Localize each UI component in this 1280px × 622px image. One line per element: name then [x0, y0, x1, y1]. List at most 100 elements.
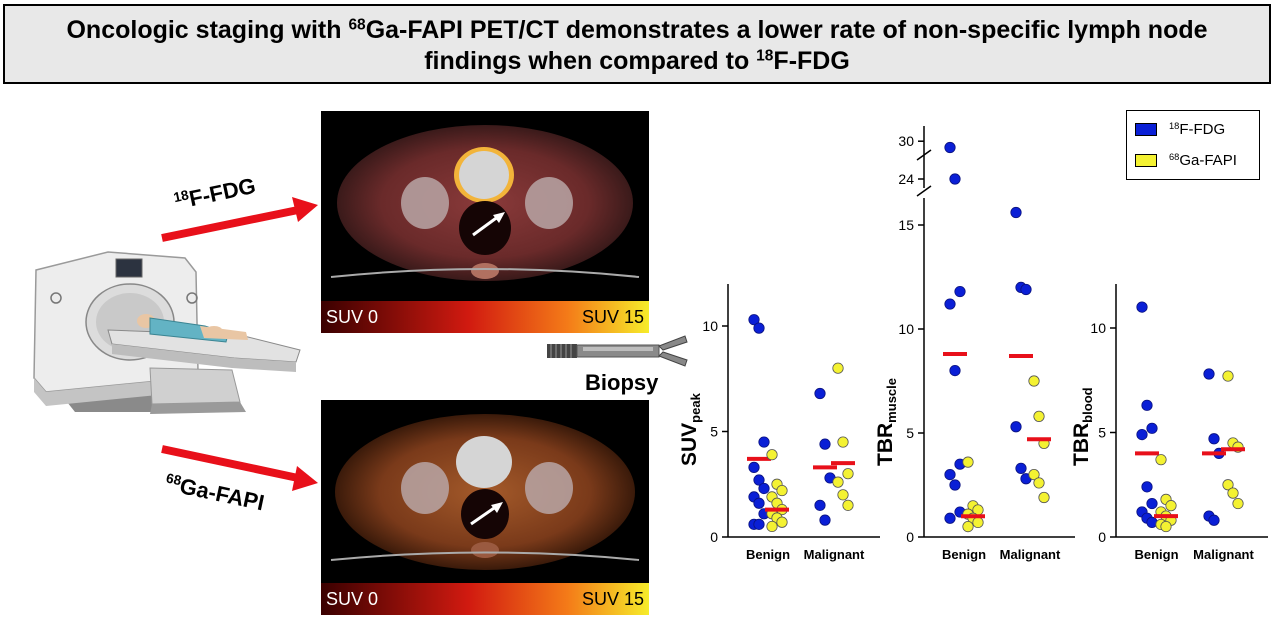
chart1-data-point — [776, 516, 788, 528]
chart2-axis-break-mark-1 — [916, 185, 932, 197]
fapi-pet-ct-scan: SUV 0 SUV 15 — [321, 400, 649, 622]
chart1-data-point — [766, 449, 778, 461]
chart3-category-label: Benign — [1134, 547, 1178, 562]
chart3-y-tick-label: 0 — [1098, 529, 1106, 545]
chart3-y-tick-label: 5 — [1098, 425, 1106, 441]
chart1-data-point — [842, 468, 854, 480]
chart2-y-tick-label: 10 — [898, 321, 914, 337]
chart1-data-point — [837, 489, 849, 501]
chart1-data-point — [814, 499, 826, 511]
chart1-data-point — [819, 438, 831, 450]
chart3-data-point — [1146, 497, 1158, 510]
legend-fdg-sup: 18 — [1169, 120, 1180, 131]
chart2-data-point — [1010, 206, 1022, 219]
chart1-y-tick-label: 5 — [710, 424, 718, 440]
chart2-data-point — [1038, 491, 1050, 504]
chart3-data-point — [1232, 497, 1244, 510]
chart3-data-point — [1222, 479, 1234, 491]
chart2-data-point — [954, 285, 966, 298]
chart2-data-point — [1020, 283, 1032, 296]
chart1-data-point — [766, 520, 778, 533]
chart1-ylabel-main: SUV — [678, 422, 701, 466]
fdg-pet-ct-scan: SUV 0 SUV 15 — [321, 111, 649, 333]
fapi-suv-max-label: SUV 15 — [581, 589, 644, 609]
chart2-data-point — [1033, 410, 1045, 422]
chart3-data-point — [1203, 368, 1215, 380]
chart1-data-point — [819, 514, 831, 526]
scanner-illustration — [33, 197, 318, 491]
fapi-suv-min-label: SUV 0 — [326, 589, 379, 609]
chart1-ylabel: SUVpeak — [678, 393, 703, 466]
fdg-suv-min-label: SUV 0 — [326, 307, 379, 327]
title-text-3: findings when compared to — [424, 47, 757, 75]
chart1-data-point — [753, 518, 765, 530]
chart2-data-point — [949, 364, 961, 377]
chart1-category-label: Benign — [746, 547, 790, 562]
title-text-2: Ga-FAPI PET/CT demonstrates a lower rate… — [365, 16, 1208, 44]
title-text-1: Oncologic staging with — [66, 16, 349, 44]
legend-fapi-label: Ga-FAPI — [1179, 152, 1237, 169]
chart1-data-point — [748, 314, 760, 326]
chart3-category-label: Malignant — [1193, 547, 1254, 562]
chart3-data-point — [1222, 370, 1234, 382]
chart2-ylabel-main: TBR — [874, 422, 897, 466]
biopsy-label: Biopsy — [585, 370, 659, 395]
chart2-ylabel-sub: muscle — [883, 377, 899, 423]
figure-title: Oncologic staging with 68Ga-FAPI PET/CT … — [3, 4, 1271, 84]
legend-swatch-fapi — [1135, 154, 1157, 167]
arrow-to-fdg — [161, 197, 318, 242]
title-line-1: Oncologic staging with 68Ga-FAPI PET/CT … — [5, 15, 1269, 46]
chart1-category-label: Malignant — [804, 547, 865, 562]
chart2-data-point — [1010, 421, 1022, 433]
fdg-scan-image — [321, 111, 649, 333]
chart2-data-point — [962, 520, 974, 533]
chart2-data-point — [949, 173, 961, 185]
legend-fdg-label: F-FDG — [1179, 121, 1226, 138]
chart1-data-point — [753, 322, 765, 334]
chart-legend: 18F-FDG 68Ga-FAPI — [1126, 110, 1260, 180]
chart2-data-point — [944, 298, 956, 310]
chart2-category-label: Benign — [942, 547, 986, 562]
chart3-data-point — [1165, 500, 1177, 512]
chart3-data-point — [1208, 433, 1220, 445]
chart3-ylabel: TBRblood — [1070, 387, 1095, 466]
chart3-y-tick-label: 10 — [1090, 320, 1106, 336]
chart3-data-point — [1136, 301, 1148, 313]
chart3-data-point — [1208, 514, 1220, 526]
chart2-data-point — [1015, 462, 1027, 474]
chart2-data-point — [962, 456, 974, 468]
chart2-axis-break-mark-2 — [916, 149, 932, 161]
chart1-data-point — [758, 482, 770, 495]
chart2-y-tick-label: 15 — [898, 217, 914, 233]
chart2-data-point — [972, 516, 984, 529]
chart1-data-point — [837, 436, 849, 448]
chart1-data-point — [753, 474, 765, 486]
chart3-data-point — [1141, 399, 1153, 411]
fapi-scan-image — [321, 400, 649, 615]
chart2-category-label: Malignant — [1000, 547, 1061, 562]
chart2-data-point — [949, 479, 961, 491]
chart1-data-point — [814, 387, 826, 400]
chart2-data-point — [944, 468, 956, 481]
chart2-data-point — [944, 512, 956, 524]
chart1-data-point — [758, 436, 770, 448]
biopsy-forceps-icon — [547, 335, 688, 367]
chart2-y-tick-label: 30 — [898, 133, 914, 149]
chart1-ylabel-sub: peak — [687, 393, 703, 423]
title-sup-1: 68 — [348, 16, 366, 34]
chart3-data-point — [1227, 487, 1239, 499]
chart3-data-point — [1155, 454, 1167, 466]
arrow-to-fapi — [161, 445, 318, 491]
chart2-y-tick-label: 5 — [906, 425, 914, 441]
legend-text-fapi: 68Ga-FAPI — [1169, 151, 1237, 171]
chart1-data-point — [753, 497, 765, 509]
pet-ct-scanner-icon — [33, 251, 301, 414]
chart2-ylabel: TBRmuscle — [874, 377, 899, 466]
chart1-data-point — [842, 499, 854, 511]
chart2-data-point — [1028, 375, 1040, 387]
chart1-data-point — [832, 476, 844, 488]
chart2-data-point — [1028, 468, 1040, 481]
chart2-data-point — [944, 141, 956, 154]
chart2-y-tick-label: 0 — [906, 529, 914, 545]
